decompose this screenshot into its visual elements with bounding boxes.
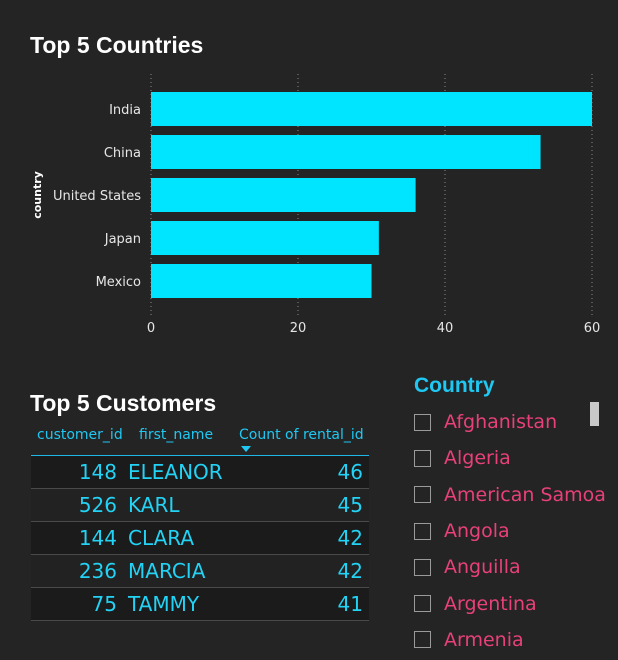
column-header-first-name[interactable]: first_name xyxy=(139,427,214,443)
slicer-item[interactable]: Algeria xyxy=(414,440,618,476)
slicer-item-label: Afghanistan xyxy=(444,411,558,434)
checkbox[interactable] xyxy=(414,486,431,504)
cell-first-name: ELEANOR xyxy=(128,460,223,484)
cell-rental-count: 41 xyxy=(337,592,363,616)
bar-india xyxy=(151,92,592,126)
checkbox[interactable] xyxy=(414,558,431,576)
slicer-item-label: American Samoa xyxy=(444,483,606,506)
slicer-item[interactable]: Angola xyxy=(414,513,618,549)
cell-customer-id: 75 xyxy=(91,592,117,616)
cell-customer-id: 526 xyxy=(78,493,117,517)
cell-first-name: MARCIA xyxy=(128,559,206,583)
slicer-scrollbar[interactable] xyxy=(590,402,599,426)
bar-chart: India China United States Japan Mexico 0 20 40 6… xyxy=(31,74,601,336)
table-row: 144 CLARA 42 xyxy=(31,522,369,555)
bar-mexico xyxy=(151,264,372,298)
cell-first-name: KARL xyxy=(128,493,180,517)
table-title: Top 5 Customers xyxy=(30,390,217,416)
category-label: United States xyxy=(53,189,141,204)
table-row: 75 TAMMY 41 xyxy=(31,588,369,621)
cell-rental-count: 46 xyxy=(337,460,363,484)
table-row: 526 KARL 45 xyxy=(31,489,369,522)
slicer-item[interactable]: Afghanistan xyxy=(414,404,618,440)
table-row: 148 ELEANOR 46 xyxy=(31,456,369,489)
sort-descending-icon xyxy=(241,446,251,452)
bar-united-states xyxy=(151,178,416,212)
slicer-item-label: Argentina xyxy=(444,592,537,615)
slicer-item[interactable]: American Samoa xyxy=(414,477,618,513)
cell-customer-id: 148 xyxy=(78,460,117,484)
cell-first-name: TAMMY xyxy=(128,592,200,616)
cell-rental-count: 42 xyxy=(337,526,363,550)
slicer-title: Country xyxy=(414,374,495,397)
checkbox[interactable] xyxy=(414,449,431,467)
category-label: Mexico xyxy=(96,275,141,290)
checkbox[interactable] xyxy=(414,595,431,613)
table-row: 236 MARCIA 42 xyxy=(31,555,369,588)
column-header-rental-count[interactable]: Count of rental_id xyxy=(231,422,369,455)
column-header-customer-id[interactable]: customer_id xyxy=(37,427,123,443)
slicer-item[interactable]: Anguilla xyxy=(414,549,618,585)
x-tick-label: 20 xyxy=(290,321,307,336)
bar-china xyxy=(151,135,541,169)
category-label: China xyxy=(104,146,141,161)
customers-table: customer_id first_name Count of rental_i… xyxy=(31,422,369,621)
slicer-item-label: Algeria xyxy=(444,447,511,470)
category-label: India xyxy=(109,103,141,118)
x-tick-label: 60 xyxy=(584,321,601,336)
slicer-item[interactable]: Argentina xyxy=(414,585,618,621)
y-axis-label: country xyxy=(31,171,44,219)
table-header: customer_id first_name Count of rental_i… xyxy=(31,422,369,456)
cell-first-name: CLARA xyxy=(128,526,195,550)
slicer-item-label: Armenia xyxy=(444,628,524,651)
slicer-item[interactable]: Armenia xyxy=(414,622,618,658)
cell-customer-id: 144 xyxy=(78,526,117,550)
chart-title: Top 5 Countries xyxy=(30,32,204,58)
category-label: Japan xyxy=(104,232,141,247)
country-slicer: Country Afghanistan Algeria American Sam… xyxy=(414,374,618,660)
slicer-item-label: Anguilla xyxy=(444,556,521,579)
x-tick-label: 40 xyxy=(437,321,454,336)
checkbox[interactable] xyxy=(414,522,431,540)
slicer-item-label: Angola xyxy=(444,520,510,543)
cell-rental-count: 45 xyxy=(337,493,363,517)
cell-rental-count: 42 xyxy=(337,559,363,583)
cell-customer-id: 236 xyxy=(78,559,117,583)
checkbox[interactable] xyxy=(414,631,431,649)
checkbox[interactable] xyxy=(414,413,431,431)
bar-japan xyxy=(151,221,379,255)
column-header-rental-count-label: Count of rental_id xyxy=(239,427,364,443)
x-tick-label: 0 xyxy=(147,321,155,336)
